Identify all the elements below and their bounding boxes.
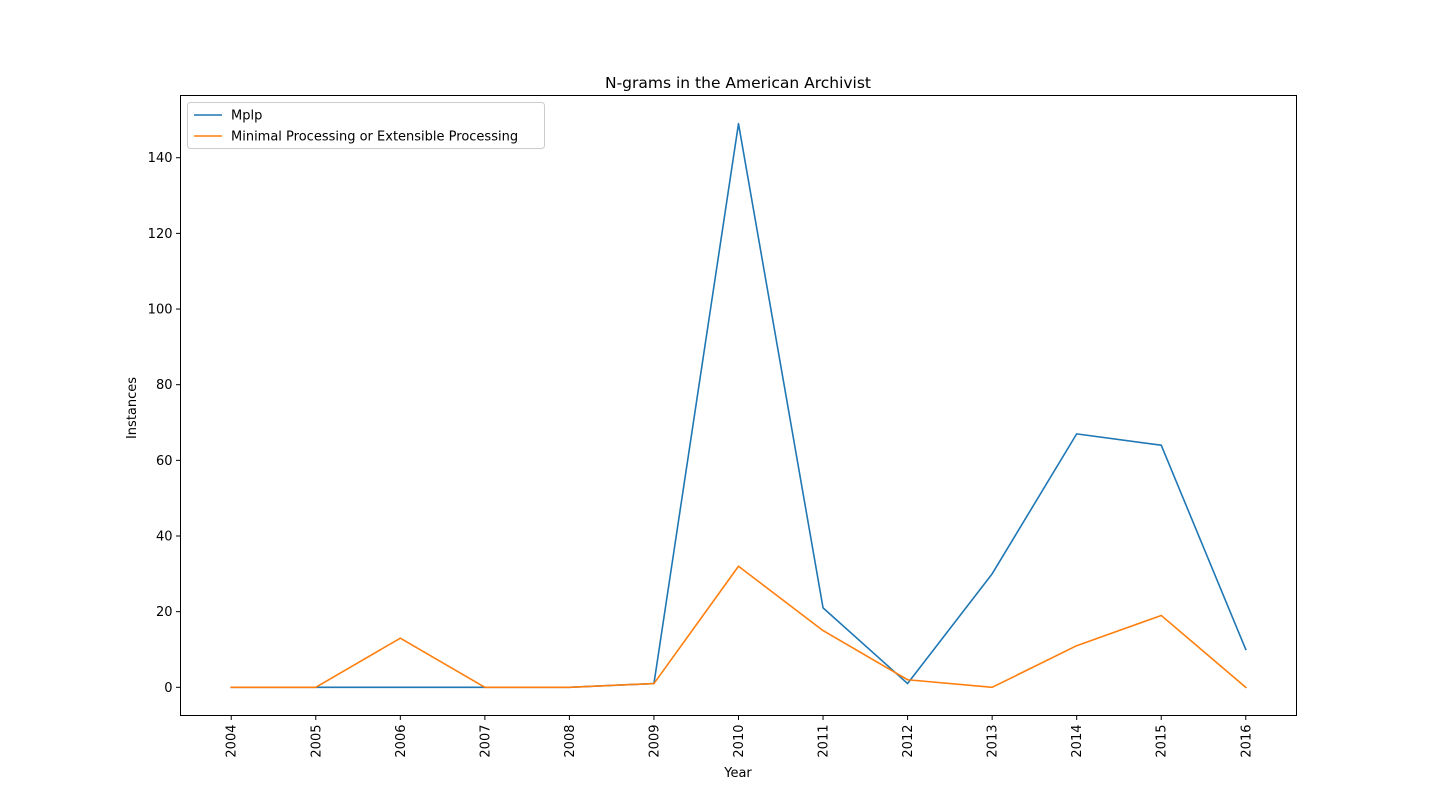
x-axis-label: Year	[723, 766, 752, 781]
y-tick-label: 120	[148, 227, 173, 242]
legend: Mplp Minimal Processing or Extensible Pro…	[187, 102, 545, 149]
x-tick-label: 2012	[901, 725, 916, 758]
x-axis: 2004 2005 2006 2007 2008 2009 2010 2011 2012 2013…	[225, 715, 1254, 758]
y-tick-label: 60	[156, 454, 173, 469]
plot-frame	[180, 95, 1297, 716]
x-tick-label: 2008	[563, 725, 578, 758]
y-tick-label: 40	[156, 530, 173, 545]
plot-series	[230, 122, 1247, 689]
x-tick-label: 2004	[225, 725, 240, 758]
y-axis-label: Instances	[125, 377, 140, 439]
x-tick-label: 2006	[394, 725, 409, 758]
x-tick-label: 2011	[817, 725, 832, 758]
x-tick-label: 2016	[1239, 725, 1254, 758]
x-tick-label: 2010	[732, 725, 747, 758]
legend-box	[187, 102, 545, 149]
y-tick-label: 100	[148, 303, 173, 318]
y-tick-label: 20	[156, 605, 173, 620]
x-tick-label: 2014	[1070, 725, 1085, 758]
y-tick-label: 0	[164, 681, 172, 696]
legend-label-1: Mplp	[231, 109, 262, 124]
y-tick-label: 80	[156, 378, 173, 393]
x-tick-label: 2009	[647, 725, 662, 758]
chart-title: N-grams in the American Archivist	[605, 74, 871, 92]
legend-label-2: Minimal Processing or Extensible Process…	[231, 130, 518, 145]
x-tick-label: 2015	[1155, 725, 1170, 758]
x-tick-label: 2005	[309, 725, 324, 758]
x-tick-label: 2013	[986, 725, 1001, 758]
series-line-1	[230, 122, 1247, 689]
series-line-2	[230, 565, 1247, 689]
x-tick-label: 2007	[478, 725, 493, 758]
y-tick-label: 140	[148, 151, 173, 166]
y-axis: 0 20 40 60 80 100 120 140	[148, 151, 181, 696]
